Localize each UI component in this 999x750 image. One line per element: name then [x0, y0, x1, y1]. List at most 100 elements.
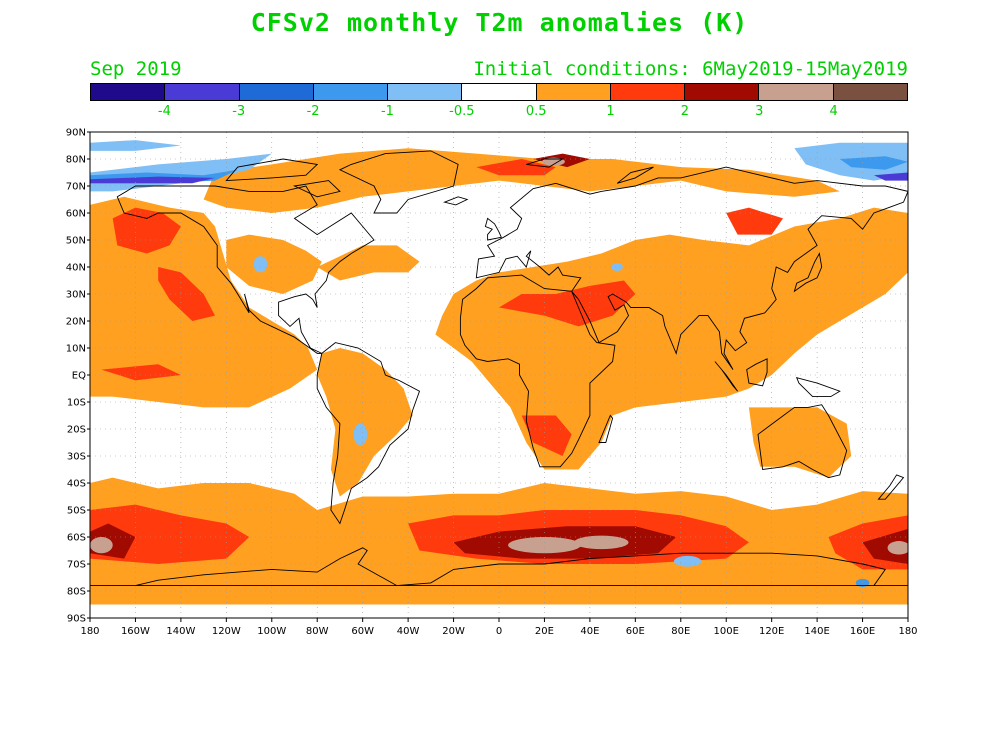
color-swatch-9: [759, 84, 834, 100]
strong-cold-anomaly-region: [873, 172, 908, 181]
longitude-tick-label: 0: [496, 626, 502, 637]
color-scale-label: -4: [157, 104, 171, 119]
color-swatch-3: [313, 84, 389, 100]
longitude-tick-label: 80E: [671, 626, 690, 637]
cold-anomaly-region: [90, 140, 181, 151]
initial-conditions-label: Initial conditions: 6May2019-15May2019: [473, 58, 908, 80]
coastline: [757, 404, 848, 479]
color-scale-label: -2: [306, 104, 320, 119]
strong-warm-anomaly-region: [726, 207, 783, 235]
coastline: [598, 414, 614, 443]
strong-warm-anomaly-region: [112, 207, 181, 254]
latitude-tick-label: 70S: [67, 560, 86, 571]
longitude-tick-label: 180: [80, 626, 99, 637]
extreme-warm-anomaly-region: [573, 535, 629, 550]
longitude-tick-label: 40E: [580, 626, 599, 637]
latitude-tick-label: 50S: [67, 506, 86, 517]
color-scale-label: -3: [232, 104, 246, 119]
longitude-tick-label: 60E: [626, 626, 645, 637]
extreme-warm-anomaly-region: [508, 537, 581, 554]
grid-lines: [90, 132, 908, 618]
coastline: [793, 252, 823, 293]
latitude-tick-label: 40S: [67, 479, 86, 490]
coastline: [225, 158, 319, 182]
color-swatch-0: [91, 84, 166, 100]
latitude-tick-label: 10S: [67, 398, 86, 409]
coastline: [795, 377, 841, 398]
color-swatch-4: [388, 84, 463, 100]
latitude-tick-label: 10N: [66, 344, 86, 355]
color-swatch-7: [610, 84, 686, 100]
anomaly-fields: [90, 140, 908, 605]
warm-anomaly-region: [748, 407, 852, 478]
color-swatch-10: [833, 84, 907, 100]
coastline: [616, 166, 654, 184]
coastline: [443, 196, 469, 206]
coastline: [484, 217, 502, 241]
color-scale-label: 2: [680, 104, 690, 119]
longitude-tick-label: 140E: [804, 626, 829, 637]
latitude-tick-label: EQ: [72, 371, 86, 382]
longitude-tick-label: 180: [898, 626, 917, 637]
extreme-warm-anomaly-region: [542, 157, 565, 166]
coastline: [116, 185, 375, 354]
color-scale-label: 4: [829, 104, 838, 119]
latitude-tick-label: 90N: [66, 128, 86, 139]
color-swatch-1: [165, 84, 240, 100]
latitude-tick-label: 80S: [67, 587, 86, 598]
very-strong-warm-anomaly-region: [862, 528, 908, 564]
latitude-tick-label: 30S: [67, 452, 86, 463]
longitude-tick-label: 140W: [166, 626, 195, 637]
longitude-tick-label: 20W: [442, 626, 465, 637]
latitude-tick-label: 50N: [66, 236, 86, 247]
coastline: [338, 150, 459, 214]
strong-warm-anomaly-region: [101, 364, 181, 381]
coastlines: [90, 150, 908, 587]
coastline: [746, 358, 768, 387]
color-scale-label: 0.5: [525, 104, 547, 119]
coastline: [526, 158, 565, 168]
color-swatch-5: [462, 84, 537, 100]
strong-warm-anomaly-region: [521, 415, 572, 456]
latitude-tick-label: 60N: [66, 209, 86, 220]
color-swatch-6: [536, 84, 611, 100]
strong-warm-anomaly-region: [499, 280, 636, 327]
longitude-tick-label: 120W: [212, 626, 241, 637]
latitude-tick-label: 60S: [67, 533, 86, 544]
longitude-tick-label: 60W: [351, 626, 374, 637]
warm-anomaly-region: [317, 348, 413, 497]
longitude-tick-label: 20E: [535, 626, 554, 637]
longitude-labels: 180 160W 140W 120W 100W 80W 60W 40W 20W 0 20E 40E 60…: [80, 618, 918, 637]
longitude-tick-label: 40W: [397, 626, 420, 637]
warm-anomaly-region: [226, 234, 322, 294]
latitude-tick-label: 20N: [66, 317, 86, 328]
latitude-tick-label: 90S: [67, 614, 86, 625]
coastline: [475, 166, 908, 370]
warm-anomaly-region: [317, 245, 420, 281]
strong-warm-anomaly-region: [158, 267, 215, 321]
longitude-tick-label: 120E: [759, 626, 784, 637]
longitude-tick-label: 160E: [850, 626, 875, 637]
cold-anomaly-region: [673, 555, 702, 567]
coastline: [459, 274, 616, 468]
color-swatch-2: [239, 84, 314, 100]
color-scale-label: -1: [380, 104, 394, 119]
longitude-tick-label: 160W: [121, 626, 150, 637]
color-scale-label: 1: [606, 104, 615, 119]
strong-warm-anomaly-region: [90, 504, 250, 564]
latitude-tick-label: 30N: [66, 290, 86, 301]
warm-anomaly-region: [435, 207, 908, 470]
color-swatch-8: [685, 84, 760, 100]
longitude-tick-label: 100E: [714, 626, 739, 637]
coastline: [292, 180, 341, 198]
cold-anomaly-region: [839, 156, 908, 170]
latitude-tick-label: 80N: [66, 155, 86, 166]
strong-warm-anomaly-region: [476, 159, 556, 176]
color-scale-bar: [90, 83, 908, 101]
latitude-tick-label: 40N: [66, 263, 86, 274]
coastline: [714, 361, 738, 392]
extreme-warm-anomaly-region: [887, 541, 908, 555]
cold-anomaly-region: [253, 256, 268, 273]
longitude-tick-label: 80W: [306, 626, 329, 637]
